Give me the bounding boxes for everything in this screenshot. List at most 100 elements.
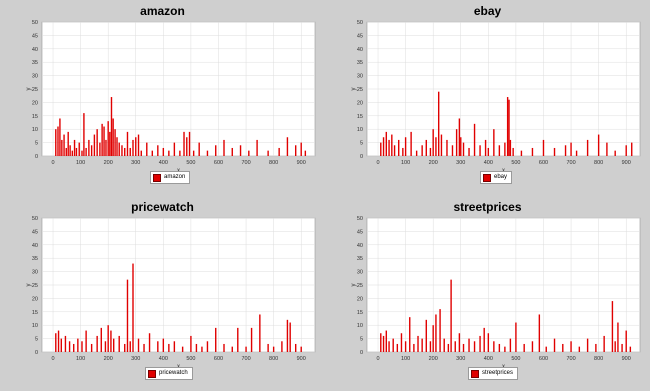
bar-pricewatch: [112, 338, 115, 352]
y-tick-label: 40: [32, 47, 38, 53]
x-tick-label: 200: [104, 160, 113, 166]
bar-amazon: [85, 147, 87, 156]
bar-streetprices: [493, 341, 495, 352]
bar-pricewatch: [132, 263, 134, 352]
bar-streetprices: [614, 341, 616, 352]
bar-streetprices: [473, 341, 476, 352]
bar-pricewatch: [124, 343, 126, 352]
chart-panel-streetprices: 0 5 10 15 20 25 30 35 40 45 50 0 100 200 300 400 500 600 7…: [325, 196, 650, 391]
bar-amazon: [65, 147, 67, 156]
bar-pricewatch: [245, 346, 247, 352]
y-tick-label: 10: [357, 323, 363, 329]
bar-pricewatch: [168, 343, 170, 352]
y-tick-label: 30: [357, 74, 363, 80]
bar-streetprices: [538, 314, 541, 352]
bar-ebay: [512, 147, 514, 156]
x-tick-label: 300: [131, 160, 140, 166]
x-tick-label: 100: [76, 160, 85, 166]
bar-streetprices: [586, 338, 589, 352]
bar-pricewatch: [85, 330, 87, 352]
bar-ebay: [586, 139, 589, 156]
x-tick-label: 0: [51, 160, 54, 166]
bar-pricewatch: [181, 346, 184, 352]
bar-amazon: [304, 150, 307, 156]
bar-amazon: [206, 150, 209, 156]
bar-amazon: [55, 129, 57, 156]
bar-ebay: [553, 147, 556, 156]
bar-amazon: [109, 131, 111, 156]
y-tick-label: 50: [32, 216, 38, 222]
y-tick-label: 15: [32, 310, 38, 316]
legend-label-pricewatch: pricewatch: [159, 370, 188, 376]
bar-ebay: [446, 139, 448, 156]
y-tick-label: 15: [357, 310, 363, 316]
bar-pricewatch: [294, 343, 297, 352]
x-tick-label: 900: [622, 160, 631, 166]
bar-streetprices: [404, 341, 407, 352]
y-tick-label: 5: [35, 141, 38, 147]
x-tick-label: 600: [214, 160, 223, 166]
y-tick-label: 5: [35, 337, 38, 343]
bar-amazon: [188, 131, 191, 156]
bar-pricewatch: [148, 333, 151, 352]
bar-pricewatch: [259, 314, 261, 352]
bar-ebay: [498, 145, 501, 156]
bar-amazon: [256, 139, 258, 156]
y-tick-label: 30: [32, 74, 38, 80]
bar-pricewatch: [272, 346, 275, 352]
bar-ebay: [437, 91, 440, 156]
y-tick-label: 20: [32, 296, 38, 302]
bar-amazon: [81, 150, 83, 156]
y-tick-label: 35: [32, 256, 38, 262]
bar-streetprices: [447, 343, 450, 352]
x-tick-label: 200: [104, 356, 113, 362]
x-tick-label: 200: [429, 160, 438, 166]
x-tick-label: 0: [376, 356, 379, 362]
bar-amazon: [126, 131, 129, 156]
bar-amazon: [103, 126, 105, 156]
bar-pricewatch: [107, 325, 109, 352]
bar-streetprices: [625, 330, 627, 352]
bar-streetprices: [578, 346, 581, 352]
bar-amazon: [61, 139, 63, 156]
bar-pricewatch: [55, 333, 57, 352]
bar-ebay: [382, 137, 385, 156]
bar-amazon: [186, 137, 188, 156]
bar-streetprices: [545, 346, 547, 352]
bar-amazon: [121, 145, 123, 156]
bar-amazon: [105, 139, 107, 156]
bar-pricewatch: [96, 335, 98, 352]
bar-ebay: [432, 129, 434, 156]
y-tick-label: 25: [32, 87, 38, 93]
bar-ebay: [451, 145, 454, 156]
bar-amazon: [192, 150, 195, 156]
bar-amazon: [168, 150, 170, 156]
bar-amazon: [118, 142, 120, 156]
bar-pricewatch: [60, 338, 63, 352]
bar-ebay: [564, 145, 567, 156]
bar-pricewatch: [118, 335, 120, 352]
bar-streetprices: [629, 346, 632, 352]
chart-panel-amazon: 0 5 10 15 20 25 30 35 40 45 50 0 100 200 300 400 500 600 7…: [0, 0, 325, 195]
bar-pricewatch: [126, 279, 129, 352]
bar-amazon: [198, 142, 200, 156]
bar-streetprices: [450, 279, 452, 352]
bar-amazon: [99, 142, 101, 156]
bar-ebay: [479, 145, 481, 156]
bar-pricewatch: [129, 341, 131, 352]
y-tick-label: 10: [32, 323, 38, 329]
bar-amazon: [63, 134, 65, 156]
bar-streetprices: [621, 343, 623, 352]
bar-streetprices: [479, 335, 481, 352]
bar-amazon: [73, 139, 76, 156]
x-tick-label: 900: [297, 356, 306, 362]
bar-streetprices: [504, 346, 506, 352]
bar-streetprices: [611, 301, 614, 352]
y-tick-label: 20: [357, 296, 363, 302]
y-tick-label: 15: [32, 114, 38, 120]
bar-streetprices: [458, 333, 461, 352]
y-tick-label: 45: [32, 229, 38, 235]
bar-amazon: [151, 150, 154, 156]
bar-streetprices: [417, 335, 419, 352]
